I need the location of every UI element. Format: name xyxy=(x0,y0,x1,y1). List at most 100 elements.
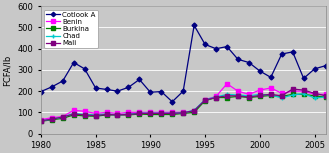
Chad xyxy=(115,114,119,116)
Burkina xyxy=(214,97,218,98)
Cotlook A xyxy=(50,86,54,88)
Burkina xyxy=(258,95,262,97)
Chad xyxy=(236,94,240,96)
Burkina xyxy=(236,95,240,97)
Benin xyxy=(50,117,54,119)
Mali xyxy=(236,95,240,97)
Cotlook A xyxy=(115,90,119,92)
Benin xyxy=(313,93,316,95)
Cotlook A xyxy=(181,90,185,92)
Benin xyxy=(280,92,284,94)
Cotlook A xyxy=(214,48,218,50)
Chad xyxy=(280,97,284,99)
Mali xyxy=(39,120,43,122)
Mali xyxy=(126,114,130,115)
Cotlook A xyxy=(39,91,43,93)
Mali xyxy=(291,88,295,90)
Benin xyxy=(236,90,240,92)
Chad xyxy=(192,109,196,111)
Cotlook A xyxy=(159,91,163,93)
Line: Chad: Chad xyxy=(38,91,328,123)
Benin xyxy=(148,111,152,113)
Burkina xyxy=(170,114,174,115)
Line: Mali: Mali xyxy=(39,87,327,123)
Burkina xyxy=(181,112,185,114)
Chad xyxy=(269,94,273,96)
Mali xyxy=(214,97,218,98)
Benin xyxy=(126,111,130,113)
Benin xyxy=(269,87,273,89)
Mali xyxy=(170,112,174,114)
Cotlook A xyxy=(83,68,87,70)
Chad xyxy=(170,112,174,114)
Chad xyxy=(148,112,152,114)
Chad xyxy=(225,93,229,95)
Burkina xyxy=(247,97,251,98)
Burkina xyxy=(72,114,76,116)
Benin xyxy=(203,99,207,101)
Burkina xyxy=(61,117,65,119)
Mali xyxy=(313,92,316,94)
Burkina xyxy=(280,95,284,97)
Mali xyxy=(148,112,152,114)
Benin xyxy=(225,83,229,85)
Cotlook A xyxy=(148,91,152,93)
Benin xyxy=(94,112,98,114)
Mali xyxy=(105,114,109,115)
Burkina xyxy=(302,93,306,95)
Burkina xyxy=(313,95,316,97)
Cotlook A xyxy=(236,58,240,60)
Burkina xyxy=(105,114,109,116)
Cotlook A xyxy=(105,89,109,90)
Benin xyxy=(105,111,109,113)
Mali xyxy=(138,112,141,114)
Mali xyxy=(61,116,65,118)
Burkina xyxy=(159,114,163,115)
Cotlook A xyxy=(247,62,251,63)
Cotlook A xyxy=(258,70,262,72)
Cotlook A xyxy=(291,51,295,53)
Mali xyxy=(72,113,76,115)
Benin xyxy=(83,110,87,112)
Cotlook A xyxy=(313,68,316,70)
Burkina xyxy=(138,113,141,115)
Burkina xyxy=(291,93,295,95)
Benin xyxy=(159,111,163,113)
Mali xyxy=(225,95,229,97)
Chad xyxy=(138,112,141,114)
Chad xyxy=(313,97,316,99)
Mali xyxy=(83,114,87,116)
Benin xyxy=(323,93,327,95)
Benin xyxy=(138,111,141,113)
Chad xyxy=(181,112,185,114)
Mali xyxy=(247,96,251,98)
Chad xyxy=(247,95,251,97)
Legend: Cotlook A, Benin, Burkina, Chad, Mali: Cotlook A, Benin, Burkina, Chad, Mali xyxy=(44,10,98,48)
Chad xyxy=(50,118,54,120)
Benin xyxy=(247,93,251,95)
Burkina xyxy=(115,114,119,116)
Cotlook A xyxy=(72,62,76,63)
Chad xyxy=(94,114,98,116)
Mali xyxy=(94,115,98,116)
Mali xyxy=(50,118,54,120)
Benin xyxy=(39,119,43,121)
Mali xyxy=(181,112,185,114)
Line: Cotlook A: Cotlook A xyxy=(39,24,327,103)
Chad xyxy=(72,112,76,114)
Benin xyxy=(61,116,65,118)
Chad xyxy=(214,96,218,98)
Benin xyxy=(192,110,196,112)
Mali xyxy=(269,93,273,95)
Burkina xyxy=(94,115,98,117)
Chad xyxy=(39,120,43,122)
Cotlook A xyxy=(170,101,174,103)
Cotlook A xyxy=(138,78,141,80)
Burkina xyxy=(323,96,327,98)
Mali xyxy=(258,94,262,96)
Cotlook A xyxy=(94,87,98,89)
Chad xyxy=(203,99,207,101)
Line: Benin: Benin xyxy=(39,82,327,121)
Chad xyxy=(302,93,306,95)
Chad xyxy=(61,116,65,118)
